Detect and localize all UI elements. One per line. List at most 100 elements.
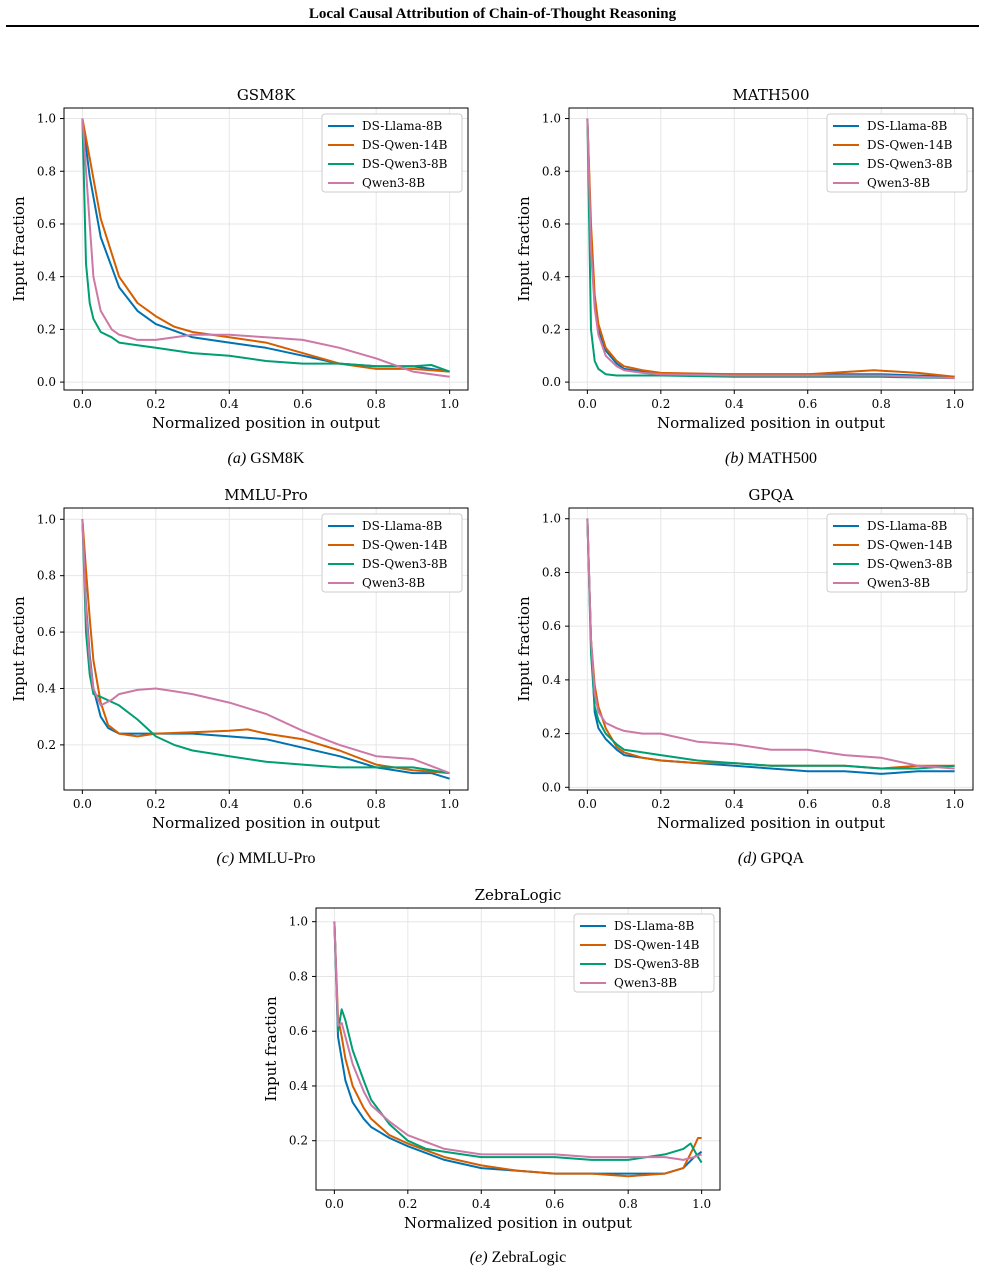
plot-frame: [568, 107, 974, 391]
y-axis-label: Input fraction: [10, 596, 28, 702]
x-tick-label: 0.8: [367, 397, 386, 411]
plot-frame: [568, 507, 974, 791]
x-tick-label: 0.6: [293, 797, 312, 811]
legend-label: DS-Qwen3-8B: [362, 557, 448, 571]
chart-panel-mmlu-pro: MMLU-Pro 0.0 0.2 0.4 0.6 0.8 1.0 0.2 0.4 0.6 0.8 1.…: [0, 478, 480, 838]
y-tick-label: 1.0: [37, 512, 56, 526]
x-tick-label: 0.2: [398, 1197, 417, 1211]
chart-svg-zebralogic: ZebraLogic 0.0 0.2 0.4 0.6 0.8 1.0 0.2 0.4 0.6 0.8…: [262, 886, 721, 1232]
legend-box: [826, 113, 968, 193]
x-tick-label: 0.4: [472, 1197, 491, 1211]
legend-label: Qwen3-8B: [362, 576, 425, 590]
caption-letter: (e): [469, 1249, 488, 1266]
chart-svg-mmlu-pro: MMLU-Pro 0.0 0.2 0.4 0.6 0.8 1.0 0.2 0.4 0.6 0.8 1.…: [10, 486, 469, 832]
x-axis-label: Normalized position in output: [152, 414, 380, 432]
series-line: [586, 118, 955, 378]
series-line: [586, 118, 955, 380]
series-line: [586, 518, 955, 770]
caption-zebralogic: (e) ZebraLogic: [308, 1249, 728, 1267]
series-line: [333, 921, 702, 1178]
plot-frame: [63, 507, 469, 791]
caption-letter: (b): [725, 450, 744, 467]
y-tick-label: 0.6: [37, 217, 56, 231]
chart-title: MATH500: [732, 86, 809, 104]
page-header-title: Local Causal Attribution of Chain-of-Tho…: [308, 6, 677, 22]
caption-text: MMLU-Pro: [238, 850, 316, 867]
y-tick-label: 0.8: [542, 164, 561, 178]
series-line: [81, 519, 450, 775]
y-tick-label: 0.0: [542, 780, 561, 794]
y-tick-label: 0.4: [542, 270, 561, 284]
legend-label: DS-Qwen3-8B: [867, 157, 953, 171]
x-tick-label: 0.4: [725, 797, 744, 811]
x-tick-label: 1.0: [692, 1197, 711, 1211]
y-tick-label: 0.4: [542, 673, 561, 687]
x-tick-label: 0.6: [798, 797, 817, 811]
chart-title: ZebraLogic: [475, 886, 562, 904]
legend-label: DS-Llama-8B: [867, 119, 948, 133]
x-tick-label: 1.0: [945, 397, 964, 411]
caption-text: ZebraLogic: [491, 1249, 567, 1266]
chart-panel-gpqa: GPQA 0.0 0.2 0.4 0.6 0.8 1.0 0.0 0.2 0.4 0.6 0.8 1.0…: [505, 478, 985, 838]
x-tick-label: 0.0: [578, 797, 597, 811]
caption-text: MATH500: [747, 450, 817, 467]
y-axis-label: Input fraction: [515, 596, 533, 702]
x-axis-label: Normalized position in output: [152, 814, 380, 832]
y-tick-label: 0.2: [37, 322, 56, 336]
caption-letter: (d): [737, 850, 757, 867]
x-tick-label: 0.8: [872, 397, 891, 411]
caption-text: GSM8K: [250, 450, 305, 467]
y-tick-label: 0.6: [542, 217, 561, 231]
legend-label: DS-Llama-8B: [362, 519, 443, 533]
chart-title: GPQA: [748, 486, 793, 504]
y-tick-label: 0.4: [289, 1079, 308, 1093]
series-line: [81, 519, 450, 775]
chart-panel-math500: MATH500 0.0 0.2 0.4 0.6 0.8 1.0 0.0 0.2 0.4 0.6 0.8…: [505, 78, 985, 438]
y-tick-label: 0.2: [542, 322, 561, 336]
y-tick-label: 1.0: [289, 915, 308, 929]
y-tick-label: 0.8: [289, 969, 308, 983]
x-tick-label: 0.0: [325, 1197, 344, 1211]
caption-text: GPQA: [760, 850, 805, 867]
chart-svg-gsm8k: GSM8K 0.0 0.2 0.4 0.6 0.8 1.0 0.0 0.2 0.4 0.6 0.8 1.…: [10, 86, 469, 432]
legend-box: [826, 513, 968, 593]
x-tick-label: 0.2: [651, 797, 670, 811]
caption-mmlu-pro: (c) MMLU-Pro: [56, 850, 476, 868]
x-tick-label: 0.2: [651, 397, 670, 411]
legend-label: DS-Llama-8B: [362, 119, 443, 133]
legend-box: [321, 513, 463, 593]
y-tick-label: 0.6: [542, 619, 561, 633]
series-line: [81, 118, 450, 378]
chart-panel-gsm8k: GSM8K 0.0 0.2 0.4 0.6 0.8 1.0 0.0 0.2 0.4 0.6 0.8 1.…: [0, 78, 480, 438]
chart-svg-math500: MATH500 0.0 0.2 0.4 0.6 0.8 1.0 0.0 0.2 0.4 0.6 0.8…: [515, 86, 974, 432]
legend-label: Qwen3-8B: [614, 976, 677, 990]
legend-label: DS-Llama-8B: [614, 919, 695, 933]
legend-label: DS-Qwen-14B: [362, 538, 448, 552]
caption-letter: (c): [216, 850, 235, 867]
y-tick-label: 0.8: [37, 569, 56, 583]
x-axis-label: Normalized position in output: [657, 414, 885, 432]
x-tick-label: 0.4: [725, 397, 744, 411]
y-tick-label: 0.0: [542, 375, 561, 389]
series-line: [81, 118, 450, 373]
plot-frame: [315, 907, 721, 1191]
legend-label: DS-Qwen3-8B: [614, 957, 700, 971]
legend-label: DS-Qwen3-8B: [867, 557, 953, 571]
chart-title: MMLU-Pro: [224, 486, 308, 504]
y-axis-label: Input fraction: [10, 196, 28, 302]
y-tick-label: 0.2: [37, 738, 56, 752]
legend-label: DS-Qwen-14B: [867, 138, 953, 152]
x-tick-label: 0.0: [73, 397, 92, 411]
x-tick-label: 0.8: [872, 797, 891, 811]
y-tick-label: 0.4: [37, 270, 56, 284]
legend-box: [321, 113, 463, 193]
x-tick-label: 0.8: [367, 797, 386, 811]
caption-gsm8k: (a) GSM8K: [56, 450, 476, 468]
x-tick-label: 1.0: [440, 797, 459, 811]
x-tick-label: 1.0: [440, 397, 459, 411]
y-tick-label: 0.0: [37, 375, 56, 389]
legend-label: DS-Qwen-14B: [362, 138, 448, 152]
series-line: [81, 118, 450, 373]
legend-label: DS-Qwen3-8B: [362, 157, 448, 171]
y-tick-label: 0.8: [542, 565, 561, 579]
